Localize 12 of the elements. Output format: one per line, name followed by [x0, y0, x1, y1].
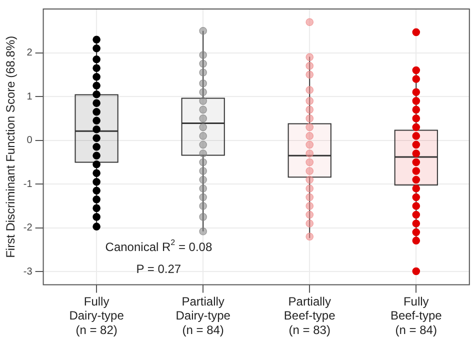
x-tick-label: Partially Dairy-type (n = 84): [176, 294, 231, 338]
y-tick-label: -3: [23, 266, 33, 278]
y-tick-label: 1: [26, 91, 33, 102]
y-tick-label: 0: [26, 135, 33, 146]
x-tick-label: Fully Dairy-type (n = 82): [69, 294, 124, 338]
y-tick-label: -2: [23, 222, 33, 234]
x-tick-label: Partially Beef-type (n = 83): [284, 294, 336, 338]
y-axis-title: First Discriminant Function Score (68.8%): [4, 36, 18, 258]
annotation: P = 0.27: [136, 262, 182, 276]
y-tick-label: -1: [23, 178, 33, 190]
x-tick-label: Fully Beef-type (n = 84): [390, 294, 442, 338]
y-tick-label: 2: [26, 48, 33, 59]
